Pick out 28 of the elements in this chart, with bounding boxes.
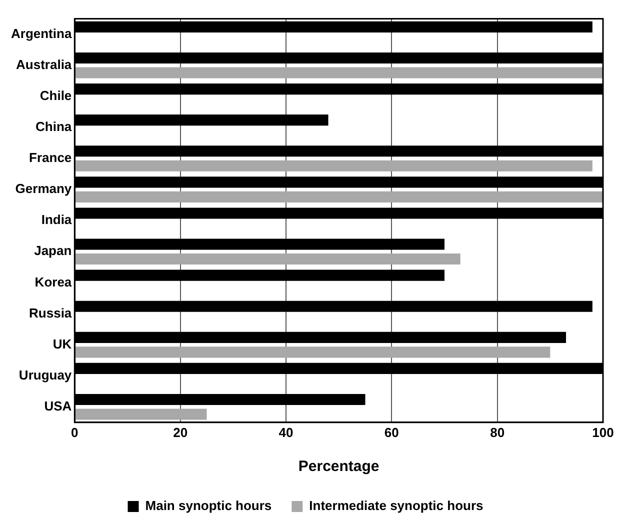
y-tick-label: India: [41, 212, 72, 228]
y-tick-label: USA: [44, 398, 72, 414]
y-tick-label: China: [36, 119, 72, 134]
x-tick-label: 60: [384, 424, 399, 440]
x-tick-label: 80: [490, 424, 505, 440]
bar: [75, 191, 603, 202]
y-tick-label: Japan: [34, 243, 72, 258]
x-tick-label: 100: [592, 424, 614, 440]
y-tick-label: Chile: [40, 88, 72, 103]
legend-label: Main synoptic hours: [145, 498, 272, 514]
y-tick-label: France: [29, 150, 72, 166]
y-tick-label: UK: [52, 336, 72, 352]
y-tick-label: Uruguay: [18, 367, 72, 382]
x-tick-label: 20: [173, 424, 188, 440]
x-tick-label: 40: [278, 424, 294, 440]
y-tick-label: Korea: [34, 274, 72, 290]
y-tick-label: Australia: [16, 56, 72, 72]
bar: [75, 67, 603, 78]
x-axis-title: Percentage: [298, 458, 380, 476]
bar: [75, 253, 460, 265]
y-tick-label: Russia: [29, 305, 72, 320]
bar: [75, 160, 592, 172]
y-tick-label: Argentina: [11, 26, 72, 41]
bar: [75, 346, 550, 358]
x-tick-label: 0: [71, 424, 78, 440]
y-tick-label: Germany: [15, 181, 72, 196]
legend-label: Intermediate synoptic hours: [309, 498, 484, 514]
bar: [75, 408, 207, 420]
